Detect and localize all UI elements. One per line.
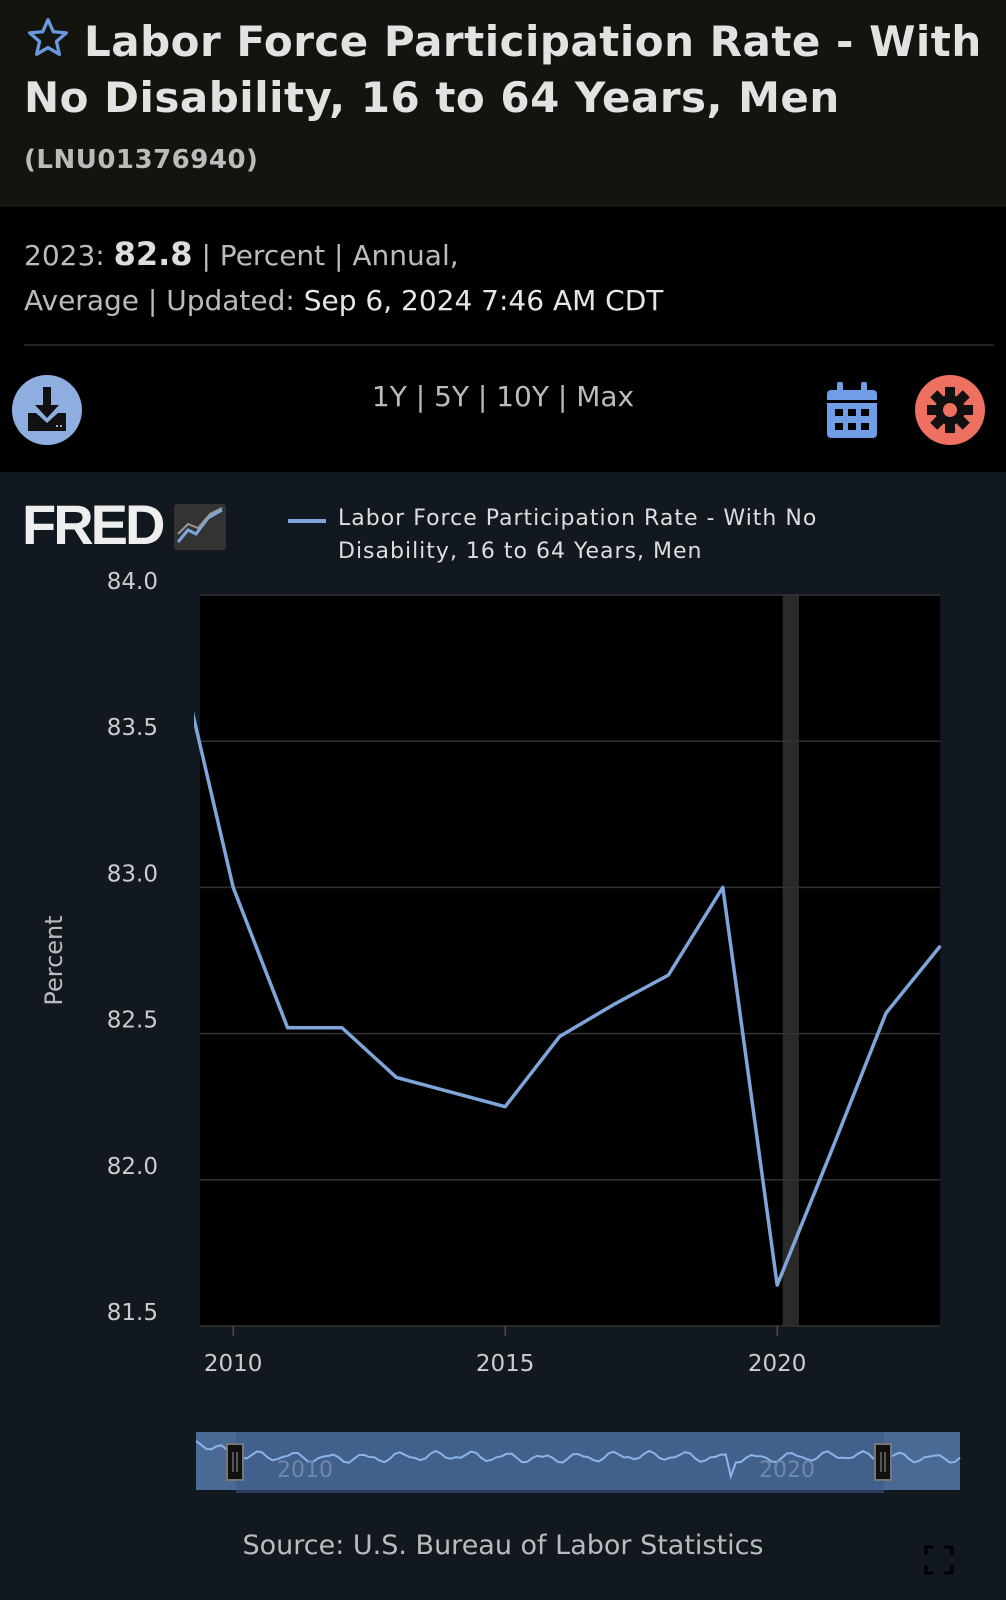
fred-logo: FRED: [22, 492, 227, 557]
period: 2023:: [24, 239, 105, 272]
separator: |: [477, 380, 488, 413]
fullscreen-icon[interactable]: [924, 1545, 954, 1575]
updated-date: Sep 6, 2024 7:46 AM CDT: [303, 284, 664, 317]
gear-icon: [927, 387, 973, 433]
separator: |: [415, 380, 426, 413]
download-icon: [28, 387, 66, 431]
line-chart-icon: [174, 504, 227, 550]
range-5y[interactable]: 5Y: [434, 380, 469, 413]
series-header: Labor Force Participation Rate - With No…: [0, 0, 1006, 207]
range-10y[interactable]: 10Y: [496, 380, 549, 413]
range-1y[interactable]: 1Y: [371, 380, 407, 413]
calendar-icon[interactable]: [827, 382, 877, 438]
divider: [24, 344, 994, 346]
series-meta: 2023: 82.8 | Percent | Annual, Average |…: [24, 232, 724, 323]
chart-panel: [0, 472, 1006, 1600]
title-text: Labor Force Participation Rate - With No…: [24, 17, 982, 122]
legend-label: Labor Force Participation Rate - With No…: [338, 506, 818, 564]
series-id: (LNU01376940): [24, 145, 259, 175]
units: | Percent | Annual,: [201, 239, 459, 272]
settings-button[interactable]: [915, 375, 985, 445]
legend-swatch: [288, 519, 326, 523]
separator: |: [557, 380, 568, 413]
series-title: Labor Force Participation Rate - With No…: [24, 14, 982, 188]
range-selector: 1Y | 5Y | 10Y | Max: [0, 380, 1006, 413]
download-button[interactable]: [12, 375, 82, 445]
star-icon[interactable]: [24, 16, 72, 60]
source-text: Source: U.S. Bureau of Labor Statistics: [242, 1530, 764, 1561]
latest-value: 82.8: [113, 235, 193, 273]
range-max[interactable]: Max: [576, 380, 635, 413]
frequency-updated-label: Average | Updated:: [24, 284, 295, 317]
